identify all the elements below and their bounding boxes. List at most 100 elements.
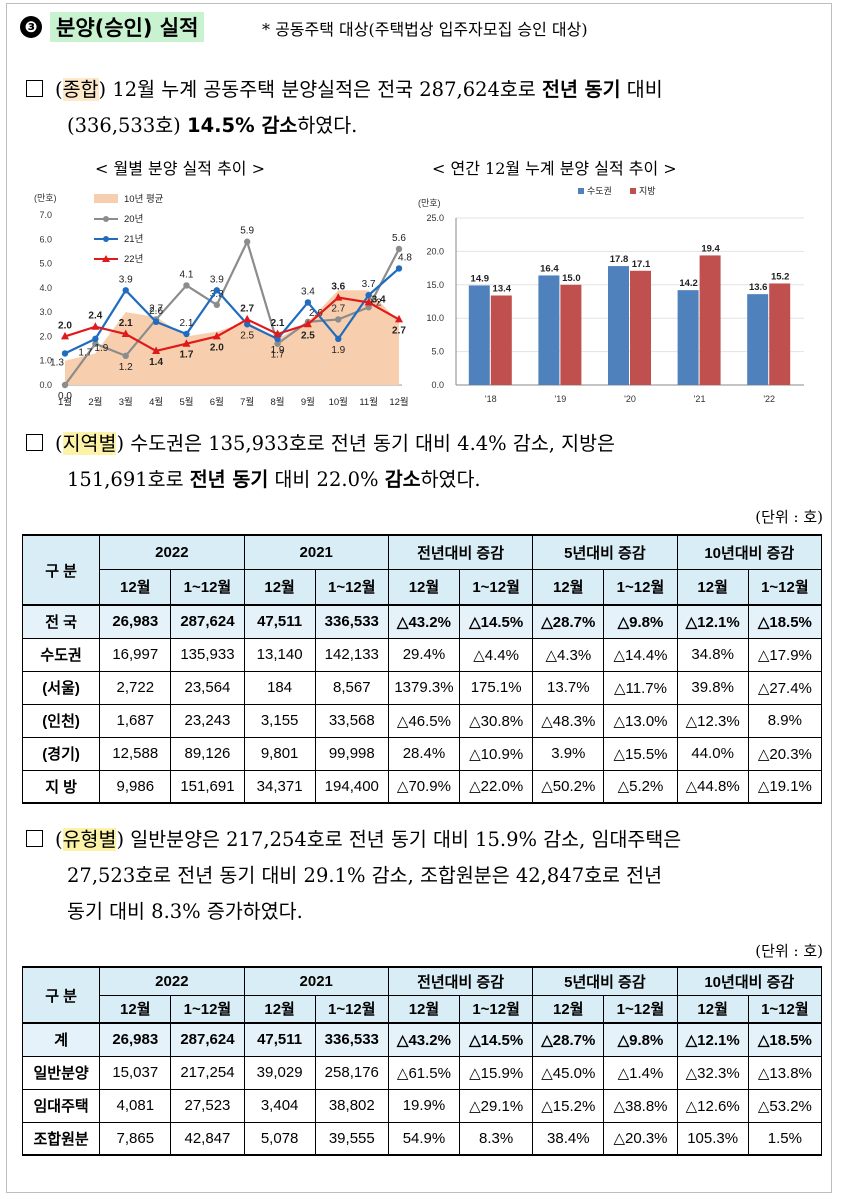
- type-table-sub-header: 12월: [676, 994, 749, 1024]
- series-2021-point: [365, 291, 372, 299]
- type-table: 구 분 2022 2021 전년대비 증감 5년대비 증감 10년대비 증감 12월 1~12…: [21, 966, 823, 1156]
- section-heading: 분양(승인) 실적: [50, 12, 205, 42]
- series-2020-point: [183, 282, 190, 289]
- type-table-cell: 1.5%: [747, 1121, 823, 1156]
- series-2021-data-label: 2.6: [149, 306, 163, 317]
- region-table-cell: 12,588: [99, 736, 172, 771]
- series-2022-data-label: 3.4: [372, 294, 386, 305]
- series-2022-point: [243, 314, 252, 323]
- type-table-group-header: 전년대비 증감: [387, 966, 534, 996]
- bar-local: [560, 284, 582, 385]
- type-table-sub-header: 1~12월: [747, 994, 823, 1024]
- legend-local-label: 지방: [639, 186, 656, 196]
- series-2022-data-label: 2.7: [240, 303, 254, 314]
- table-row: 계 26,983 287,624 47,511 336,533 △43.2% △14.5% △…: [21, 1022, 823, 1057]
- y-tick-label: 25.0: [426, 213, 444, 223]
- region-table-cell: 39.8%: [676, 670, 749, 705]
- legend-label: 22년: [124, 254, 143, 265]
- region-table-group-header: 2021: [243, 534, 389, 570]
- legend-avg-label: 10년 평균: [124, 194, 164, 205]
- series-2020-point: [335, 316, 342, 323]
- type-table-cell: 8.3%: [459, 1121, 534, 1156]
- table-row: (경기) 12,588 89,126 9,801 99,998 28.4% △10.9% 3.…: [21, 736, 823, 771]
- bar-data-label: 17.8: [610, 254, 629, 265]
- x-tick-label: 8월: [271, 396, 285, 408]
- series-2021-data-label: 3.9: [119, 274, 133, 285]
- type-table-row-label: 임대주택: [21, 1088, 101, 1123]
- region-table-cell: 194,400: [314, 769, 389, 804]
- table-row: 전 국 26,983 287,624 47,511 336,533 △43.2% △14.5…: [21, 604, 823, 639]
- bar-data-label: 15.0: [562, 273, 581, 284]
- type-table-sub-header: 12월: [99, 994, 172, 1024]
- series-2022-data-label: 1.4: [149, 357, 163, 368]
- series-2022-data-label: 2.0: [58, 320, 72, 331]
- type-table-cell: △45.0%: [532, 1055, 605, 1090]
- bar-data-label: 14.2: [679, 278, 698, 289]
- bullet-box-icon: [26, 434, 43, 451]
- series-2021-point: [243, 321, 251, 328]
- type-table-cell: 54.9%: [387, 1121, 461, 1156]
- x-tick-label: '19: [555, 394, 567, 404]
- type-table-group-header: 10년대비 증감: [676, 966, 823, 996]
- y-tick-label: 0.0: [431, 380, 444, 390]
- region-table-cell: 34.8%: [676, 637, 749, 672]
- avg-area: [65, 290, 399, 385]
- region-table-cell: △19.1%: [747, 769, 823, 804]
- region-table-cell: 28.4%: [387, 736, 461, 771]
- type-table-cell: △43.2%: [387, 1022, 461, 1057]
- type-table-cell: 4,081: [99, 1088, 172, 1123]
- series-2020-point: [61, 381, 69, 389]
- type-table-cell: 217,254: [170, 1055, 245, 1090]
- type-table-cell: △29.1%: [459, 1088, 534, 1123]
- bar-data-label: 16.4: [540, 263, 559, 274]
- region-table-cell: 142,133: [314, 637, 389, 672]
- region-table-cell: 135,933: [170, 637, 245, 672]
- region-table-cell: 44.0%: [676, 736, 749, 771]
- region-table-cell: △14.4%: [603, 637, 678, 672]
- series-2021-data-label: 2.1: [180, 318, 194, 329]
- series-2022-point: [91, 322, 100, 330]
- region-table-cell: △20.3%: [747, 736, 823, 771]
- x-tick-label: '20: [624, 394, 636, 404]
- series-2020-data-label: 1.7: [271, 350, 285, 361]
- x-tick-label: 5월: [179, 396, 193, 408]
- region-table-cell: △12.1%: [676, 604, 749, 639]
- monthly-sales-chart: (만호) 0.0 1.0 2.0 3.0 4.0 5.0 6.0 7.0 1월 2월 3월 4월 5월 6월…: [34, 193, 412, 408]
- series-2022-data-label: 2.1: [271, 318, 285, 329]
- legend-marker: [102, 255, 110, 262]
- table-row: 지 방 9,986 151,691 34,371 194,400 △70.9% △22.0%…: [21, 769, 823, 804]
- type-table-sub-header: 1~12월: [459, 994, 534, 1024]
- region-table-cell: 3,155: [243, 703, 316, 738]
- region-table-cell: △43.2%: [387, 604, 461, 639]
- region-table-cell: 13.7%: [532, 670, 605, 705]
- type-table-cell: 38.4%: [532, 1121, 605, 1156]
- region-table-cell: △28.7%: [532, 604, 605, 639]
- region-table-cell: 29.4%: [387, 637, 461, 672]
- type-table-cell: △61.5%: [387, 1055, 461, 1090]
- monthly-chart-caption: < 월별 분양 실적 추이 >: [95, 159, 266, 178]
- series-2022-data-label: 2.0: [210, 342, 224, 353]
- legend-avg-swatch: [94, 194, 118, 203]
- series-2021-point: [122, 287, 129, 294]
- region-table-sub-header: 1~12월: [747, 568, 823, 606]
- tag-overall: 종합: [62, 78, 99, 101]
- type-table-cell: △12.6%: [676, 1088, 749, 1123]
- region-table-cell: △12.3%: [676, 703, 749, 738]
- type-table-cell: 26,983: [99, 1022, 172, 1057]
- x-tick-label: 10월: [329, 396, 348, 408]
- series-2022-data-label: 2.7: [392, 325, 406, 336]
- type-table-cell: 39,029: [243, 1055, 316, 1090]
- series-2020-point: [92, 340, 99, 347]
- unit-label-1: (단위 : 호): [755, 508, 823, 526]
- series-2022-data-label: 2.5: [301, 330, 315, 341]
- y-unit-label: (만호): [34, 193, 57, 203]
- type-table-cell: △15.2%: [532, 1088, 605, 1123]
- legend-capital-label: 수도권: [587, 185, 612, 196]
- type-table-cell: △32.3%: [676, 1055, 749, 1090]
- region-table-cell: △30.8%: [459, 703, 534, 738]
- bar-capital: [677, 290, 699, 385]
- region-table-cell: △11.7%: [603, 670, 678, 705]
- series-2022-point: [182, 339, 191, 347]
- y-tick-label: 20.0: [426, 246, 444, 256]
- region-table-sub-header: 12월: [243, 568, 316, 606]
